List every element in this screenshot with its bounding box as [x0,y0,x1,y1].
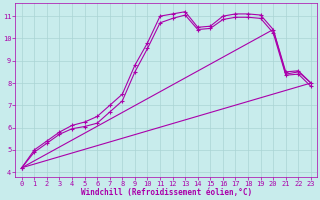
X-axis label: Windchill (Refroidissement éolien,°C): Windchill (Refroidissement éolien,°C) [81,188,252,197]
